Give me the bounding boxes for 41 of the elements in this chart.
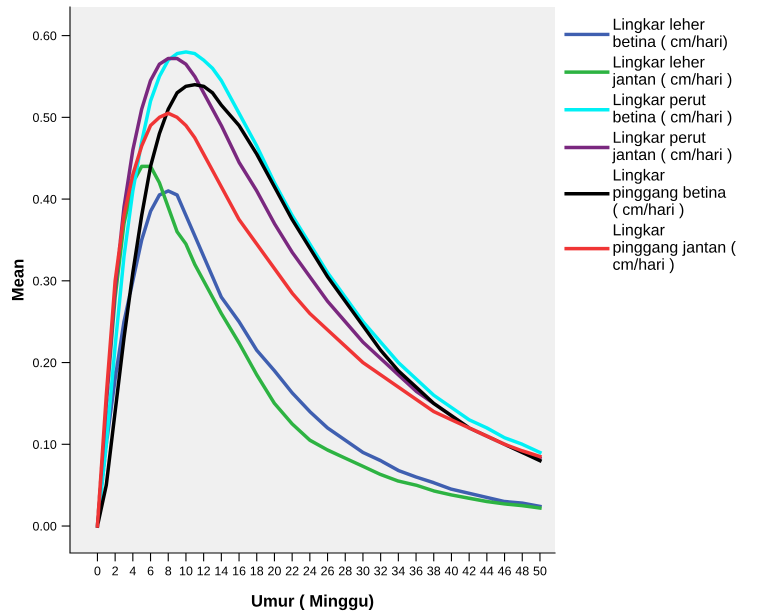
legend-label: Lingkar perut betina ( cm/hari ) [614, 94, 732, 126]
y-tick-label: 0.50 [32, 113, 56, 122]
x-tick-label: 2 [112, 566, 118, 576]
x-tick-label: 18 [250, 566, 264, 576]
x-tick-label: 44 [480, 566, 494, 576]
y-tick-label: 0.00 [32, 522, 56, 531]
x-tick-label: 36 [410, 566, 422, 576]
x-tick-label: 34 [392, 566, 405, 576]
y-tick-label: 0.20 [32, 358, 56, 368]
y-tick-label: 0.30 [32, 276, 56, 286]
x-tick-label: 40 [444, 566, 458, 576]
y-axis-title: Mean [12, 260, 24, 300]
x-tick-label: 6 [148, 566, 154, 576]
x-tick-label: 38 [427, 566, 440, 576]
x-tick-label: 20 [268, 566, 281, 576]
x-tick-label: 16 [233, 566, 246, 576]
y-tick-label: 0.60 [32, 31, 56, 40]
x-tick-label: 28 [338, 566, 352, 576]
legend-label: Lingkar pinggang jantan ( cm/hari ) [613, 224, 736, 274]
x-axis-title: Umur ( Minggu) [252, 594, 374, 610]
x-tick-label: 46 [498, 566, 511, 576]
y-tick-label: 0.10 [32, 440, 56, 449]
x-tick-label: 14 [215, 566, 228, 576]
x-tick-label: 8 [165, 566, 172, 576]
x-tick-label: 30 [356, 566, 370, 576]
legend-label: Lingkar leher betina ( cm/hari) [614, 18, 727, 50]
x-tick-label: 0 [94, 566, 100, 576]
x-tick-label: 4 [130, 566, 136, 576]
legend-label: Lingkar perut jantan ( cm/hari ) [612, 131, 732, 164]
legend-label: Lingkar pinggang betina ( cm/hari ) [613, 168, 726, 218]
x-tick-label: 50 [534, 566, 546, 576]
x-tick-label: 42 [462, 566, 476, 576]
x-tick-label: 26 [321, 566, 334, 576]
x-tick-label: 22 [286, 566, 298, 576]
y-tick-label: 0.40 [32, 194, 56, 204]
legend-label: Lingkar leher jantan ( cm/hari ) [612, 56, 732, 88]
x-tick-label: 32 [374, 566, 387, 576]
x-tick-label: 10 [180, 566, 192, 576]
x-tick-label: 12 [198, 566, 210, 576]
x-tick-label: 24 [304, 566, 316, 576]
x-tick-label: 48 [516, 566, 529, 576]
